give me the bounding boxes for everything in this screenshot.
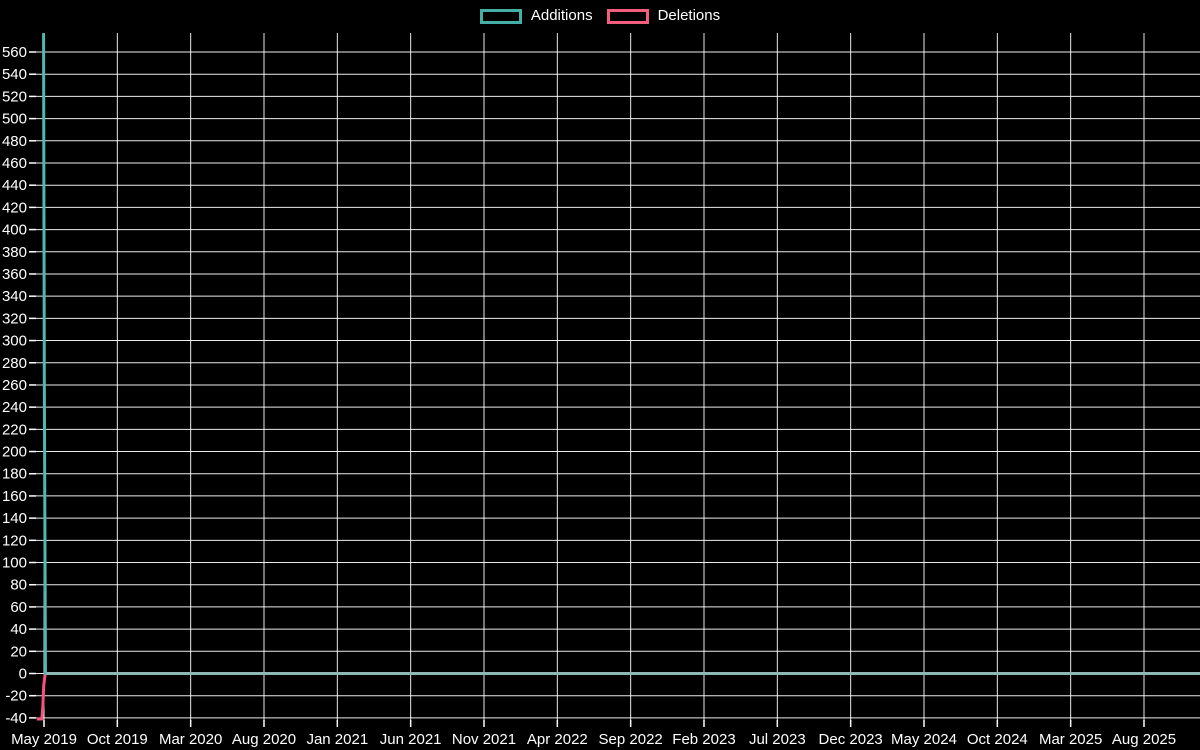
y-axis-label: 480	[2, 133, 27, 150]
legend-item-deletions[interactable]: Deletions	[606, 7, 721, 25]
y-axis-label: 520	[2, 88, 27, 105]
y-axis-label: 340	[2, 288, 27, 305]
y-axis-label: 20	[10, 643, 27, 660]
series-line-deletions	[36, 672, 1200, 721]
deletions-legend-label: Deletions	[657, 7, 721, 24]
y-axis-label: 540	[2, 66, 27, 83]
y-axis-label: 60	[10, 599, 27, 616]
x-axis-label: Jun 2021	[380, 731, 442, 748]
y-axis-label: 240	[2, 399, 27, 416]
y-axis-label: 180	[2, 466, 27, 483]
legend-item-additions[interactable]: Additions	[479, 7, 593, 25]
y-axis-label: 360	[2, 266, 27, 283]
y-axis-label: 80	[10, 577, 27, 594]
y-axis-label: 420	[2, 199, 27, 216]
x-axis-label: Oct 2024	[967, 731, 1028, 748]
x-axis-label: Oct 2019	[87, 731, 148, 748]
y-axis-label: 220	[2, 421, 27, 438]
x-axis-label: Sep 2022	[599, 731, 663, 748]
y-axis-label: 160	[2, 488, 27, 505]
x-axis-label: May 2019	[11, 731, 77, 748]
series-line-additions	[42, 33, 1200, 675]
y-axis-label: 400	[2, 222, 27, 239]
x-axis-label: Mar 2020	[159, 731, 222, 748]
x-axis-label: Nov 2021	[452, 731, 516, 748]
y-axis-label: 260	[2, 377, 27, 394]
x-axis-label: Dec 2023	[819, 731, 883, 748]
x-axis-label: May 2024	[891, 731, 957, 748]
additions-swatch-icon	[479, 8, 522, 24]
y-axis-label: 200	[2, 444, 27, 461]
y-axis-label: 120	[2, 532, 27, 549]
y-axis-label: -40	[5, 710, 27, 727]
y-axis-label: 40	[10, 621, 27, 638]
y-axis-label: 100	[2, 555, 27, 572]
y-axis-label: 440	[2, 177, 27, 194]
chart-legend: Additions Deletions	[0, 7, 1200, 25]
y-axis-label: 500	[2, 111, 27, 128]
x-axis-label: Jul 2023	[749, 731, 806, 748]
y-axis-label: 300	[2, 333, 27, 350]
y-axis-label: 380	[2, 244, 27, 261]
y-axis-label: 280	[2, 355, 27, 372]
x-axis-label: Aug 2020	[232, 731, 296, 748]
y-axis-label: 320	[2, 310, 27, 327]
x-axis-label: Apr 2022	[527, 731, 588, 748]
x-axis-label: Aug 2025	[1112, 731, 1176, 748]
x-axis-label: Feb 2023	[672, 731, 735, 748]
y-axis-label: 460	[2, 155, 27, 172]
deletions-swatch-icon	[606, 8, 649, 24]
x-axis-label: Mar 2025	[1039, 731, 1102, 748]
y-axis-label: 560	[2, 44, 27, 61]
y-axis-label: 0	[19, 666, 27, 683]
y-axis-label: -20	[5, 688, 27, 705]
x-axis-label: Jan 2021	[306, 731, 368, 748]
y-axis-label: 140	[2, 510, 27, 527]
additions-legend-label: Additions	[530, 7, 593, 24]
